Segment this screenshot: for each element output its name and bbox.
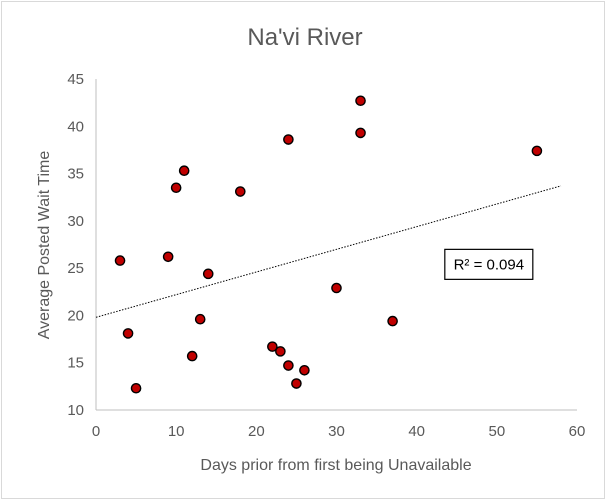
y-tick-label: 20 <box>67 307 84 324</box>
x-axis-title: Days prior from first being Unavailable <box>200 457 471 474</box>
y-tick-label: 30 <box>67 213 84 230</box>
y-tick-label: 35 <box>67 166 84 183</box>
x-tick-label: 60 <box>569 423 586 440</box>
data-point <box>170 182 182 194</box>
trendline <box>95 185 562 318</box>
x-tick-label: 30 <box>328 423 345 440</box>
r-squared-box <box>444 248 534 280</box>
r-squared-annotation: R² = 0.094 <box>444 248 534 280</box>
data-point <box>387 315 398 327</box>
chart-title: Na'vi River <box>247 24 362 51</box>
r-squared-label: R² = 0.094 <box>454 256 524 273</box>
y-tick-labels: 10 15 20 25 30 35 40 45 <box>67 71 84 419</box>
y-axis-title: Average Posted Wait Time <box>36 151 53 340</box>
y-tick-label: 15 <box>67 355 84 372</box>
x-tick-label: 50 <box>488 423 505 440</box>
data-point <box>283 134 294 145</box>
data-point <box>122 328 134 339</box>
data-point <box>275 346 286 357</box>
y-tick-label: 25 <box>67 260 84 277</box>
data-point <box>162 251 174 263</box>
x-tick-label: 20 <box>248 423 265 440</box>
data-point <box>186 350 198 362</box>
data-point <box>267 341 278 352</box>
x-tick-label: 0 <box>92 423 100 440</box>
x-tick-label: 10 <box>168 423 185 440</box>
data-point <box>331 282 342 294</box>
data-point <box>178 165 190 177</box>
data-point <box>291 378 302 389</box>
data-point <box>531 145 543 157</box>
y-tick-label: 40 <box>67 118 84 135</box>
y-tick-label: 45 <box>67 71 84 88</box>
x-tick-label: 40 <box>408 423 425 440</box>
y-tick-label: 10 <box>67 402 84 419</box>
x-tick-labels: 0 10 20 30 40 50 60 <box>92 423 586 440</box>
data-point <box>114 255 126 266</box>
data-point <box>202 268 214 280</box>
data-point <box>299 364 310 376</box>
data-point <box>355 95 366 107</box>
data-point <box>194 313 206 325</box>
data-point <box>283 360 294 371</box>
data-point <box>234 186 246 197</box>
data-point <box>355 127 366 139</box>
data-points <box>114 95 543 394</box>
data-point <box>130 382 142 394</box>
